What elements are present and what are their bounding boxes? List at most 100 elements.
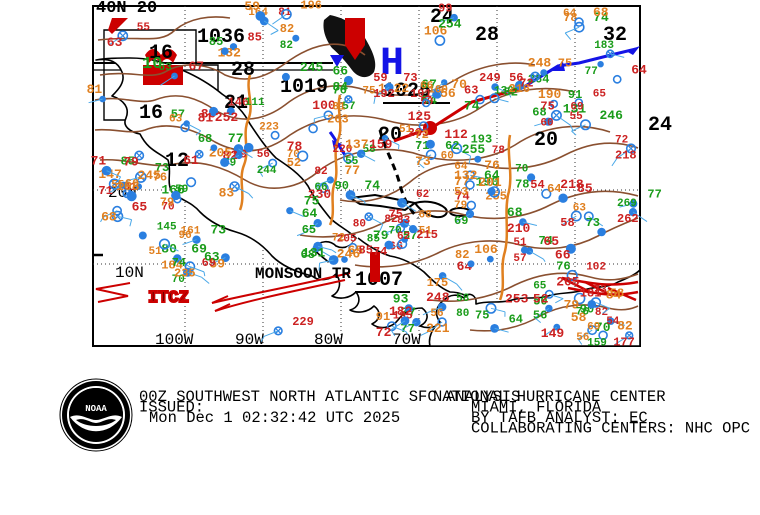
svg-text:85: 85 [209, 35, 223, 49]
svg-text:72: 72 [414, 128, 428, 142]
svg-text:79: 79 [454, 200, 467, 212]
svg-text:83: 83 [397, 215, 411, 227]
svg-text:63: 63 [169, 114, 183, 126]
svg-text:255: 255 [462, 142, 486, 157]
svg-text:100W: 100W [155, 331, 194, 349]
svg-text:76: 76 [576, 306, 589, 318]
svg-text:82: 82 [280, 22, 294, 36]
svg-text:215: 215 [416, 228, 438, 242]
svg-text:159: 159 [369, 137, 393, 152]
svg-text:78: 78 [287, 139, 303, 154]
svg-text:245: 245 [138, 168, 162, 183]
svg-text:78: 78 [492, 145, 506, 157]
svg-text:60: 60 [540, 117, 553, 129]
svg-text:218: 218 [615, 149, 637, 163]
svg-text:78: 78 [515, 178, 529, 192]
svg-text:249: 249 [479, 71, 501, 85]
svg-text:66: 66 [314, 182, 327, 194]
svg-text:52: 52 [533, 291, 549, 306]
svg-text:73: 73 [415, 154, 431, 169]
svg-text:77: 77 [228, 131, 244, 146]
svg-text:81: 81 [87, 82, 103, 97]
svg-text:51: 51 [513, 237, 527, 249]
svg-text:91: 91 [568, 88, 582, 102]
svg-text:65: 65 [543, 234, 559, 249]
svg-text:51: 51 [399, 124, 413, 136]
svg-text:64: 64 [509, 312, 523, 326]
svg-text:16: 16 [139, 102, 163, 125]
svg-text:254: 254 [438, 17, 462, 32]
svg-text:74: 74 [365, 178, 381, 193]
svg-text:56: 56 [533, 308, 547, 322]
svg-text:80: 80 [353, 219, 366, 231]
svg-text:58: 58 [560, 216, 574, 230]
svg-text:216: 216 [509, 82, 531, 96]
svg-text:54: 54 [530, 178, 544, 192]
svg-text:262: 262 [617, 212, 639, 226]
svg-text:70: 70 [515, 164, 528, 176]
svg-text:111: 111 [245, 97, 265, 109]
svg-text:59: 59 [244, 0, 260, 14]
svg-text:28: 28 [475, 24, 499, 47]
svg-text:68: 68 [593, 5, 609, 20]
svg-text:62: 62 [416, 189, 429, 201]
svg-text:55: 55 [345, 156, 359, 168]
svg-text:99: 99 [438, 2, 452, 16]
svg-text:79: 79 [123, 155, 139, 170]
svg-text:72: 72 [376, 325, 392, 340]
svg-text:106: 106 [474, 242, 498, 257]
svg-text:Mon Dec 1 02:32:42 UTC 2025: Mon Dec 1 02:32:42 UTC 2025 [149, 409, 400, 427]
svg-text:223: 223 [259, 121, 279, 133]
svg-text:248: 248 [528, 56, 552, 71]
svg-text:52: 52 [287, 156, 301, 170]
svg-text:84: 84 [333, 80, 349, 95]
svg-text:68: 68 [101, 210, 117, 225]
svg-text:68: 68 [419, 209, 433, 221]
svg-text:80: 80 [456, 308, 469, 320]
svg-text:73: 73 [211, 223, 227, 238]
svg-text:229: 229 [292, 315, 314, 329]
svg-text:245: 245 [300, 60, 324, 75]
svg-text:62: 62 [397, 231, 410, 243]
svg-text:112: 112 [444, 127, 468, 142]
svg-text:96: 96 [179, 230, 192, 242]
svg-text:244: 244 [257, 165, 277, 177]
svg-text:177: 177 [613, 335, 635, 349]
svg-text:248: 248 [426, 290, 450, 305]
svg-text:71: 71 [91, 154, 107, 169]
svg-text:90W: 90W [235, 331, 264, 349]
svg-text:53: 53 [454, 185, 468, 199]
svg-text:20: 20 [534, 129, 558, 152]
svg-text:57: 57 [513, 253, 526, 265]
svg-text:75: 75 [540, 99, 554, 113]
svg-text:102: 102 [586, 262, 606, 274]
svg-text:81: 81 [332, 101, 346, 113]
svg-text:68: 68 [198, 132, 212, 146]
svg-text:64: 64 [302, 206, 318, 221]
svg-text:252: 252 [215, 110, 239, 125]
svg-text:74: 74 [373, 245, 387, 259]
svg-text:149: 149 [541, 326, 565, 341]
svg-text:85: 85 [359, 244, 373, 258]
svg-text:69: 69 [570, 101, 583, 113]
svg-text:82: 82 [314, 166, 327, 178]
svg-text:168: 168 [116, 179, 140, 194]
svg-text:85: 85 [248, 31, 262, 45]
svg-text:59: 59 [373, 71, 387, 85]
svg-text:182: 182 [389, 304, 413, 319]
svg-text:183: 183 [594, 40, 614, 52]
svg-text:72: 72 [332, 232, 345, 244]
svg-text:196: 196 [300, 0, 322, 12]
svg-text:73: 73 [586, 216, 600, 230]
svg-text:205: 205 [556, 275, 580, 290]
svg-text:63: 63 [573, 202, 587, 214]
svg-text:82: 82 [617, 318, 633, 333]
svg-text:221: 221 [426, 321, 450, 336]
svg-text:235: 235 [174, 267, 196, 281]
svg-text:74: 74 [464, 99, 480, 114]
svg-text:73: 73 [403, 71, 417, 85]
svg-text:175: 175 [427, 276, 449, 290]
svg-text:58: 58 [456, 293, 470, 305]
svg-text:56: 56 [257, 149, 270, 161]
svg-text:191: 191 [410, 87, 432, 101]
